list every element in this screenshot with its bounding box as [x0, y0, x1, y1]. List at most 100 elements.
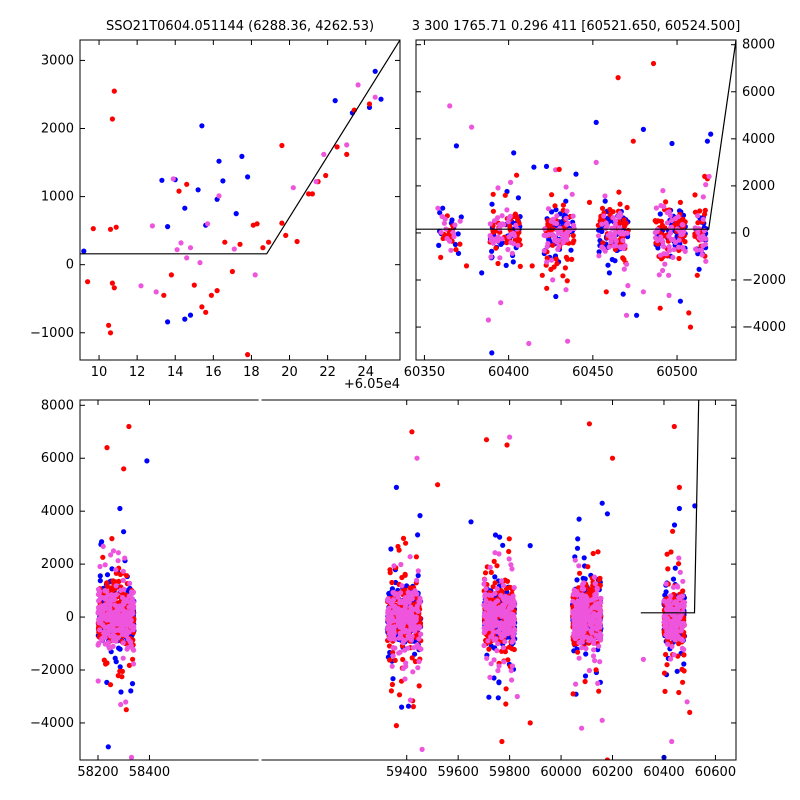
- pink-point: [441, 220, 447, 226]
- red-point: [586, 199, 593, 205]
- blue-point: [405, 703, 412, 709]
- pink-point: [500, 582, 507, 589]
- red-point: [659, 222, 666, 228]
- pink-point: [344, 142, 350, 148]
- x-tick-label: 60000: [540, 765, 581, 780]
- y-tick-label: 3000: [41, 53, 74, 68]
- blue-point: [575, 536, 581, 542]
- pink-point: [564, 208, 570, 214]
- red-point: [692, 192, 698, 198]
- recent-ticks: 60350 60400 60450 60500 −4000 −2000 0 2000 4000 6…: [404, 38, 786, 380]
- blue-point: [199, 123, 205, 129]
- y-tick-label: 8000: [742, 38, 775, 53]
- pink-point: [112, 602, 118, 608]
- pink-point: [98, 595, 104, 601]
- pink-point: [408, 604, 414, 610]
- pink-point: [609, 225, 615, 231]
- red-point: [106, 322, 112, 328]
- y-tick-label: −4000: [742, 320, 786, 335]
- red-point: [655, 218, 661, 224]
- pink-point: [576, 563, 582, 569]
- pink-point: [663, 581, 669, 587]
- pink-point: [508, 562, 514, 568]
- blue-point: [129, 681, 136, 687]
- pink-point: [617, 244, 623, 250]
- blue-point: [118, 689, 124, 695]
- red-point: [586, 421, 593, 427]
- pink-point: [661, 204, 667, 210]
- pink-point: [596, 643, 602, 649]
- pink-point: [504, 207, 510, 213]
- blue-point: [182, 205, 188, 211]
- red-point: [695, 220, 701, 226]
- red-point: [503, 686, 509, 692]
- x-tick-label: 60600: [695, 765, 736, 780]
- pink-point: [481, 642, 487, 649]
- pink-point: [113, 567, 119, 573]
- pink-point: [123, 597, 130, 603]
- blue-point: [112, 655, 118, 661]
- pink-point: [510, 593, 516, 599]
- red-point: [677, 199, 684, 205]
- red-point: [609, 455, 616, 461]
- pink-point: [569, 191, 575, 197]
- blue-point: [220, 178, 226, 184]
- pink-point: [666, 244, 672, 250]
- pink-point: [565, 220, 571, 226]
- pink-point: [113, 583, 119, 589]
- pink-point: [112, 633, 118, 639]
- red-point: [544, 285, 550, 291]
- pink-point: [573, 603, 580, 609]
- red-point: [493, 245, 499, 251]
- blue-point: [581, 555, 587, 561]
- pink-point: [100, 543, 106, 550]
- pink-point: [682, 248, 688, 254]
- blue-point: [497, 534, 503, 540]
- blue-point: [332, 98, 338, 104]
- pink-point: [407, 596, 413, 602]
- pink-point: [592, 581, 598, 587]
- pink-point: [578, 602, 584, 608]
- blue-point: [479, 270, 485, 276]
- pink-point: [514, 693, 520, 700]
- red-point: [597, 575, 603, 581]
- pink-point: [700, 216, 706, 222]
- pink-point: [509, 677, 515, 683]
- pink-point: [178, 240, 184, 246]
- blue-point: [568, 247, 574, 253]
- red-point: [681, 652, 687, 658]
- red-point: [595, 549, 601, 555]
- pink-point: [597, 624, 603, 630]
- pink-point: [667, 230, 674, 236]
- blue-point: [671, 522, 678, 528]
- pink-point: [675, 214, 681, 220]
- pink-point: [672, 637, 678, 643]
- pink-point: [487, 564, 493, 571]
- pink-point: [572, 557, 578, 563]
- zoom-ticks: 10 12 14 16 18 20 22 24 −1000 0 1000 2000 3000: [30, 40, 400, 380]
- pink-point: [617, 225, 623, 231]
- pink-point: [703, 182, 709, 188]
- red-point: [123, 707, 129, 713]
- pink-point: [586, 667, 593, 674]
- zoom-x-offset-label: +6.05e4: [344, 377, 400, 392]
- red-point: [514, 172, 520, 178]
- red-point: [107, 330, 114, 336]
- pink-point: [407, 697, 413, 703]
- red-point: [570, 233, 576, 239]
- pink-point: [138, 283, 144, 289]
- x-tick-label: 24: [357, 365, 374, 380]
- panel-full: 58200 58400 59400 59600 59800 60000 60200 60400…: [30, 397, 737, 780]
- pink-point: [573, 681, 579, 687]
- pink-point: [120, 577, 126, 584]
- x-tick-label: 22: [319, 365, 336, 380]
- red-point: [560, 202, 567, 208]
- pink-point: [484, 655, 490, 661]
- pink-point: [491, 657, 497, 663]
- blue-point: [604, 511, 611, 517]
- pink-point: [501, 609, 507, 615]
- pink-point: [95, 678, 101, 684]
- y-tick-label: 0: [742, 226, 750, 241]
- red-point: [366, 101, 373, 107]
- pink-point: [681, 604, 687, 610]
